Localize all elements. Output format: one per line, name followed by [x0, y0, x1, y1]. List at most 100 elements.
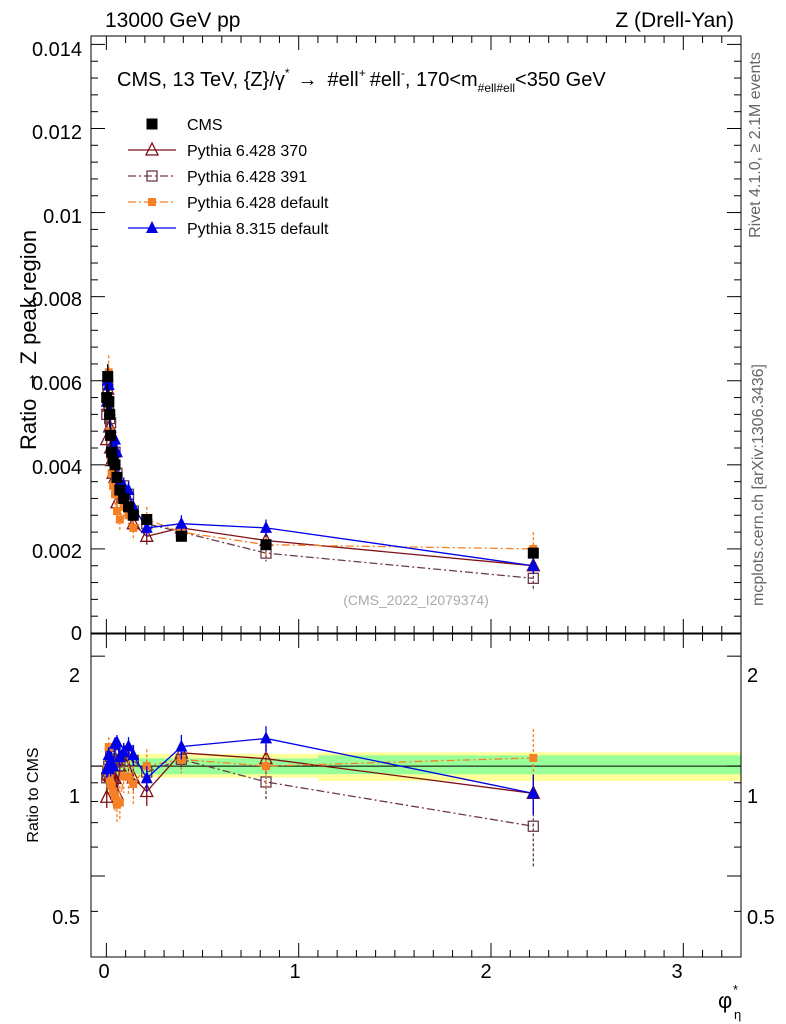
inner-uncertainty-band [317, 755, 741, 775]
data-point [103, 396, 115, 408]
x-tick-label: 0 [98, 961, 109, 983]
data-point [141, 513, 153, 525]
y-tick-label-main: 0.004 [32, 457, 82, 479]
y-tick-label-ratio-right: 0.5 [747, 907, 775, 929]
y-tick-label-main: 0.012 [32, 122, 82, 144]
data-point [122, 483, 135, 496]
data-point [119, 772, 128, 781]
data-point [122, 739, 135, 752]
series-line [106, 389, 534, 567]
analysis-watermark: (CMS_2022_I2079374) [343, 592, 489, 608]
data-point [114, 484, 126, 496]
x-tick-label: 3 [671, 961, 682, 983]
data-point [115, 798, 124, 807]
x-axis-label-sub: η [734, 1007, 741, 1022]
series-3 [102, 355, 538, 566]
data-point [139, 783, 154, 798]
rivet-label: Rivet 4.1.0, ≥ 2.1M events [747, 52, 764, 238]
data-point [260, 731, 272, 744]
legend-label: Pythia 6.428 370 [187, 143, 307, 160]
legend-label: CMS [187, 117, 223, 134]
data-point [127, 509, 139, 521]
uncertainty-bands [91, 752, 741, 782]
data-point [529, 753, 538, 762]
data-point [105, 429, 117, 441]
data-point [175, 530, 187, 542]
ratio-plot-frame [90, 633, 742, 958]
y-axis-label-main: Ratio → Z peak region [16, 230, 41, 450]
y-tick-label-main: 0.006 [32, 373, 82, 395]
data-point [123, 501, 134, 513]
legend-label: Pythia 8.315 default [187, 221, 329, 238]
series-line [106, 372, 534, 550]
ratio-series-4 [100, 726, 540, 815]
y-tick-label-main: 0.002 [32, 541, 82, 563]
data-point [111, 471, 123, 483]
legend-label: Pythia 6.428 391 [187, 169, 307, 186]
data-point [527, 820, 539, 832]
series-line [106, 380, 534, 567]
data-point [107, 781, 116, 790]
x-tick-label: 2 [480, 961, 491, 983]
data-point [129, 523, 138, 532]
data-point [146, 118, 158, 130]
y-tick-label-main: 0.008 [32, 289, 82, 311]
series-4 [100, 368, 540, 575]
main-plot-frame [90, 35, 742, 634]
legend-entry: Pythia 6.428 391 [128, 169, 307, 186]
legend: CMS Pythia 6.428 370 Pythia 6.428 391 Pythi… [128, 117, 329, 238]
legend-entry: Pythia 8.315 default [128, 221, 329, 238]
data-point [110, 735, 123, 748]
legend-entry: Pythia 6.428 370 [128, 141, 307, 160]
series-1 [99, 376, 541, 575]
y-tick-label-main: 0.01 [43, 206, 82, 228]
data-point [129, 780, 138, 789]
data-point [527, 558, 540, 571]
data-point [260, 539, 272, 551]
x-axis-label-sup: * [733, 982, 738, 997]
header-right: Z (Drell-Yan) [615, 9, 734, 32]
data-point [140, 771, 153, 784]
series-2 [101, 372, 539, 591]
legend-entry: CMS [146, 117, 223, 134]
data-point [109, 481, 118, 490]
data-point [175, 739, 188, 752]
data-point [109, 459, 121, 471]
data-point [127, 748, 140, 761]
chart-title: CMS, 13 TeV, {Z}/γ* → #ell+ #ell-, 170<m#el… [117, 66, 606, 95]
y-tick-label-ratio-right: 1 [747, 786, 758, 808]
data-point [109, 787, 118, 796]
data-point [104, 408, 116, 420]
data-point [115, 515, 124, 524]
legend-label: Pythia 6.428 default [187, 195, 329, 212]
y-axis-label-ratio: Ratio to CMS [25, 747, 42, 842]
data-point [148, 198, 156, 206]
main-series-group [99, 355, 541, 591]
data-point [102, 371, 114, 383]
series-0 [101, 363, 539, 559]
x-axis-label: φ [718, 988, 732, 1013]
data-point [262, 762, 270, 771]
data-point [106, 446, 118, 458]
x-tick-label: 1 [289, 961, 300, 983]
data-point [146, 221, 158, 233]
data-point [112, 507, 121, 516]
mcplots-label: mcplots.cern.ch [arXiv:1306.3436] [750, 364, 767, 606]
series-line [106, 384, 534, 579]
data-point [146, 170, 158, 182]
header-left: 13000 GeV pp [105, 9, 240, 32]
data-point [124, 773, 133, 782]
data-point [105, 774, 114, 783]
data-point [140, 520, 153, 533]
data-point [118, 492, 130, 504]
data-point [527, 547, 539, 559]
y-tick-label-ratio: 1 [69, 786, 80, 808]
data-point [260, 520, 272, 533]
data-point [139, 527, 154, 542]
data-point [102, 377, 115, 390]
y-tick-label-ratio-right: 2 [747, 665, 758, 687]
y-tick-label-main: 0 [71, 623, 82, 645]
data-point [144, 141, 160, 156]
ratio-series-group [99, 726, 541, 868]
